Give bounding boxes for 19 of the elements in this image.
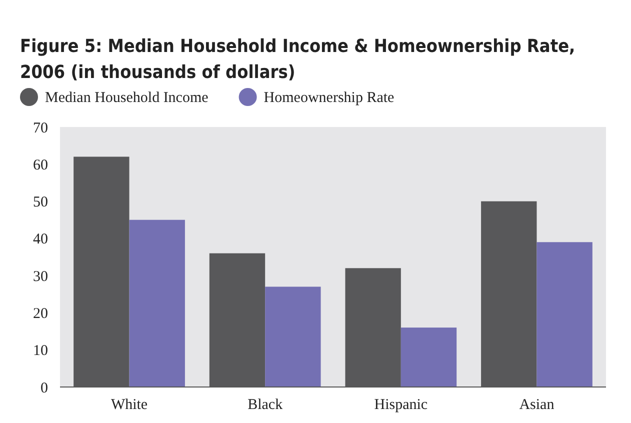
x-tick-label: Asian <box>519 397 555 413</box>
y-tick-label: 40 <box>33 232 48 248</box>
y-tick-label: 0 <box>40 380 48 396</box>
bar <box>400 328 457 387</box>
y-tick-label: 30 <box>33 268 48 285</box>
bar <box>265 286 321 387</box>
x-tick-label: White <box>110 397 148 413</box>
x-tick-label: Hispanic <box>374 397 428 413</box>
bar <box>129 220 185 387</box>
y-tick-label: 50 <box>33 194 48 211</box>
bar <box>536 242 592 387</box>
y-tick-label: 20 <box>33 306 48 322</box>
x-tick-label: Black <box>248 397 284 413</box>
y-tick-label: 70 <box>33 120 48 136</box>
legend-label: Homeownership Rate <box>264 90 395 106</box>
y-tick-label: 10 <box>33 343 48 360</box>
chart-title: Figure 5: Median Household Income & Homeownership Rate, 2006 (in thousands of dollars) <box>20 36 576 83</box>
legend-label: Median Household Income <box>45 90 209 106</box>
y-tick-label: 60 <box>33 157 48 174</box>
